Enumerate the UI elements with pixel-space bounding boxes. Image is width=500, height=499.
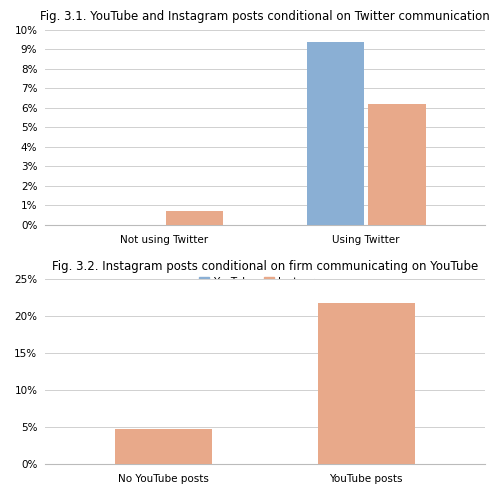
- Legend: YouTube, Instagram: YouTube, Instagram: [194, 272, 336, 291]
- Bar: [307, 41, 364, 225]
- Title: Fig. 3.2. Instagram posts conditional on firm communicating on YouTube: Fig. 3.2. Instagram posts conditional on…: [52, 259, 478, 273]
- Bar: [116, 429, 212, 464]
- Title: Fig. 3.1. YouTube and Instagram posts conditional on Twitter communication: Fig. 3.1. YouTube and Instagram posts co…: [40, 10, 490, 23]
- Bar: [368, 104, 426, 225]
- Bar: [318, 303, 414, 464]
- Bar: [166, 211, 223, 225]
